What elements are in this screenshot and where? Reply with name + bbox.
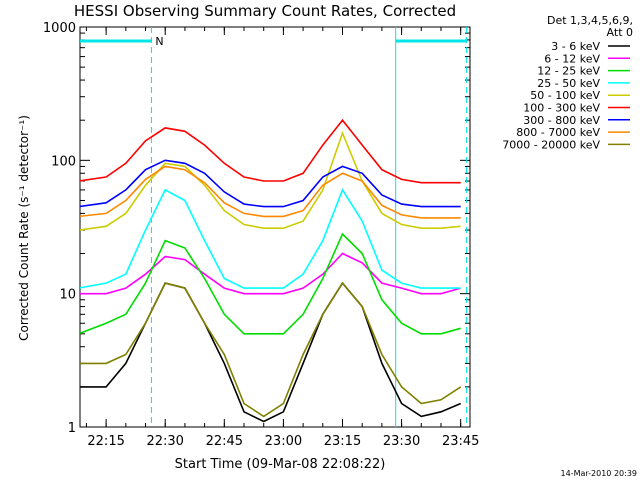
- legend-label: 25 - 50 keV: [537, 77, 600, 90]
- x-tick-label: 22:45: [206, 434, 243, 449]
- series-line-3: [80, 188, 461, 289]
- plot-frame: [79, 26, 471, 428]
- y-tick-label: 10: [59, 288, 76, 303]
- series-line-7: [80, 165, 461, 219]
- x-tick-label: 23:30: [383, 434, 420, 449]
- series-line-5: [80, 118, 461, 184]
- legend-label: 12 - 25 keV: [537, 65, 600, 78]
- legend-label: 6 - 12 keV: [544, 52, 600, 65]
- legend-label: 7000 - 20000 keV: [502, 138, 600, 151]
- legend-label: 800 - 7000 keV: [516, 126, 600, 139]
- legend-label: 300 - 800 keV: [523, 114, 600, 127]
- x-tick-label: 23:00: [265, 434, 302, 449]
- series-line-6: [80, 159, 461, 208]
- y-tick-label: 100: [51, 154, 76, 169]
- legend-header: Det 1,3,4,5,6,9,: [547, 14, 633, 27]
- y-tick-label: 1: [68, 421, 76, 436]
- series-line-8: [80, 281, 462, 418]
- legend-header: Att 0: [607, 26, 633, 39]
- x-tick-label: 22:15: [87, 434, 124, 449]
- legend-label: 100 - 300 keV: [523, 102, 600, 115]
- series-line-4: [80, 130, 461, 231]
- y-tick-label: 1000: [43, 21, 76, 36]
- plot-area: 1 10 100 1000 22:15 22:30 22:45 23:00 23:15 23:30…: [43, 21, 480, 449]
- series-line-1: [80, 252, 461, 295]
- x-tick-label: 23:15: [324, 434, 361, 449]
- series-line-2: [80, 232, 461, 335]
- y-axis-label: Corrected Count Rate (s⁻¹ detector⁻¹): [17, 115, 31, 341]
- x-tick-label: 22:30: [146, 434, 183, 449]
- x-tick-label: 23:45: [442, 434, 479, 449]
- timestamp: 14-Mar-2010 20:39: [561, 469, 638, 478]
- legend-label: 3 - 6 keV: [551, 40, 600, 53]
- legend-label: 50 - 100 keV: [530, 89, 600, 102]
- series-line-0: [80, 281, 462, 423]
- x-axis-label: Start Time (09-Mar-08 22:08:22): [175, 457, 386, 472]
- marker-label: N: [155, 35, 163, 48]
- chart-title: HESSI Observing Summary Count Rates, Cor…: [74, 2, 456, 20]
